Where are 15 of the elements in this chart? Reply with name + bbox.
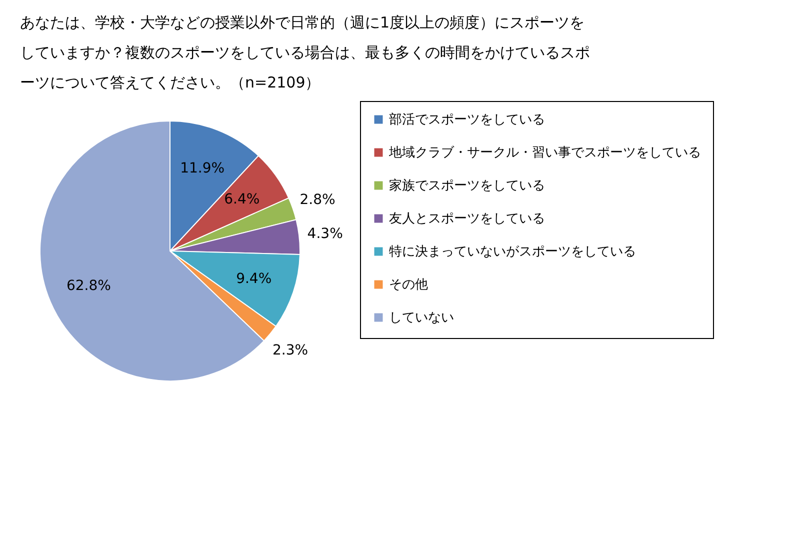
data-label: 2.8% <box>300 192 336 208</box>
data-label: 9.4% <box>236 271 272 288</box>
data-label: 2.3% <box>272 342 308 358</box>
legend-label: 友人とスポーツをしている <box>389 212 545 226</box>
legend-label: 家族でスポーツをしている <box>389 178 545 194</box>
legend-label: 特に決まっていないがスポーツをしている <box>389 244 636 260</box>
legend-label: 地域クラブ・サークル・習い事でスポーツをしている <box>388 146 701 160</box>
data-label: 62.8% <box>66 278 111 294</box>
data-label: 11.9% <box>180 160 225 177</box>
legend-label: していない <box>389 310 454 326</box>
legend-label: その他 <box>389 278 428 292</box>
data-label: 6.4% <box>224 192 260 208</box>
chart-title: あなたは、学校・大学などの授業以外で日常的（週に1度以上の頻度）にスポーツをしていますか？複数のスポーツをしている場合は、最も多くの時間をかけているスポーツについて答えてください。（n=2109） <box>20 14 590 92</box>
legend-label: 部活でスポーツをしている <box>389 112 545 128</box>
data-label: 4.3% <box>307 226 343 242</box>
